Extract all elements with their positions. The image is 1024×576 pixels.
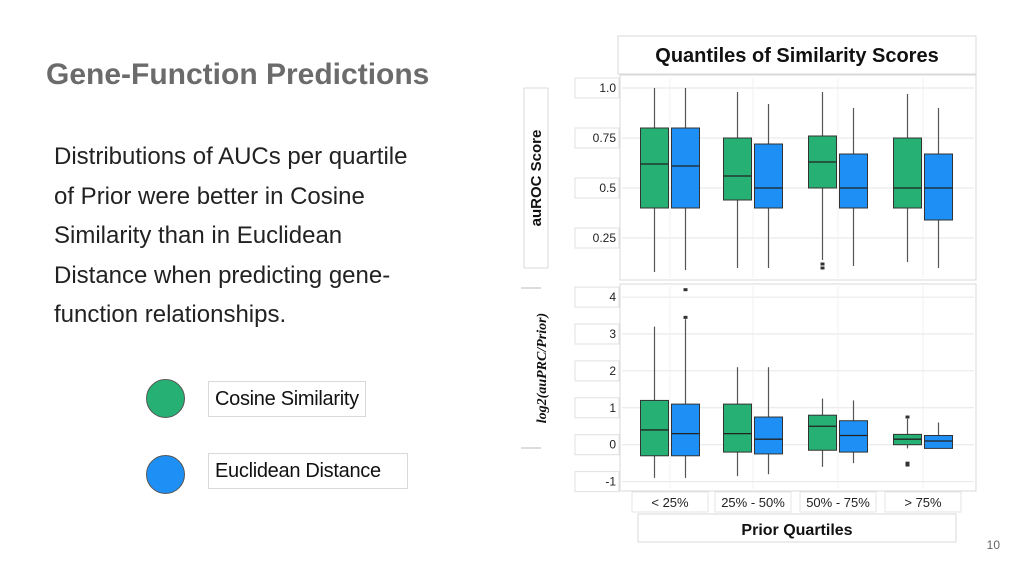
box-outlier <box>683 288 688 292</box>
y-tick-label: 2 <box>609 364 616 378</box>
legend-cosine-dot <box>146 379 185 418</box>
y-tick-box <box>574 177 620 199</box>
auprc-panel <box>619 283 977 492</box>
y-tick-label: 0.25 <box>593 231 617 245</box>
box-outlier <box>905 463 910 467</box>
y-tick-label: 1.0 <box>599 81 616 95</box>
y-tick-label: -1 <box>605 475 616 489</box>
body-line: of Prior were better in Cosine <box>54 182 365 210</box>
box-iqr <box>754 416 783 455</box>
x-tick-box <box>631 491 709 513</box>
box-iqr <box>924 153 953 221</box>
y-tick-box <box>574 434 620 456</box>
box-iqr <box>839 153 868 209</box>
box-iqr <box>723 403 752 453</box>
y-tick-label: 0 <box>609 438 616 452</box>
box-outlier <box>683 315 688 319</box>
y-tick-label: 4 <box>609 290 616 304</box>
x-tick-labels: < 25% 25% - 50% 50% - 75% > 75% <box>631 491 962 513</box>
chart-title-box <box>617 35 977 75</box>
slide-title: Gene-Function Predictions <box>46 58 430 91</box>
box-iqr <box>640 399 669 457</box>
box-outlier <box>905 415 910 419</box>
body-line: Distance when predicting gene- <box>54 261 391 289</box>
legend-cosine-label: Cosine Similarity <box>208 381 366 417</box>
box-iqr <box>754 143 783 209</box>
body-line: Similarity than in Euclidean <box>54 222 343 249</box>
box-iqr <box>924 434 953 449</box>
body-line: Distributions of AUCs per quartile <box>54 143 408 170</box>
box-iqr <box>723 137 752 201</box>
body-line: function relationships. <box>54 301 287 328</box>
y-tick-box <box>574 360 620 382</box>
auprc-grid <box>622 286 974 489</box>
box-iqr <box>839 420 868 453</box>
x-tick-box <box>884 491 962 513</box>
y-tick-box <box>574 127 620 149</box>
box-outlier <box>905 461 910 465</box>
x-tick-label: > 75% <box>904 495 942 510</box>
x-tick-box <box>799 491 877 513</box>
y-tick-label: 3 <box>609 327 616 341</box>
auprc-ylabel: log2(auPRC/Prior) <box>535 313 550 423</box>
auroc-ylabel: auROC Score <box>528 130 545 227</box>
y-tick-box <box>574 227 620 249</box>
box-outlier <box>820 266 825 270</box>
auroc-y-ticks: 0.25 0.5 0.75 1.0 <box>574 77 620 249</box>
chart-title: Quantiles of Similarity Scores <box>655 45 938 67</box>
auroc-boxes <box>640 88 953 272</box>
box-iqr <box>671 403 700 457</box>
auprc-ylabel-text: log2(auPRC/Prior) <box>535 313 550 423</box>
xlabel-box <box>637 513 957 543</box>
x-tick-label: < 25% <box>651 495 689 510</box>
box-iqr <box>808 414 837 451</box>
x-tick-label: 25% - 50% <box>721 495 785 510</box>
box-iqr <box>893 137 922 209</box>
y-tick-label: 0.75 <box>593 131 617 145</box>
auprc-y-ticks: -1 0 1 2 3 4 <box>574 286 620 493</box>
legend-euclidean-dot <box>146 455 185 494</box>
box-iqr <box>671 127 700 209</box>
slide-body-text: Distributions of AUCs per quartile of Pr… <box>54 137 494 335</box>
legend-euclidean-label: Euclidean Distance <box>208 453 408 489</box>
y-tick-box <box>574 471 620 493</box>
x-tick-label: 50% - 75% <box>806 495 870 510</box>
y-tick-box <box>574 323 620 345</box>
box-iqr <box>640 127 669 209</box>
y-tick-box <box>574 286 620 308</box>
x-axis-label: Prior Quartiles <box>741 522 852 539</box>
auroc-ylabel-box <box>523 87 549 269</box>
y-tick-label: 1 <box>609 401 616 415</box>
auprc-boxes <box>640 288 953 478</box>
x-tick-box <box>714 491 792 513</box>
y-tick-box <box>574 397 620 419</box>
page-number: 10 <box>986 538 1000 552</box>
y-tick-label: 0.5 <box>599 181 616 195</box>
y-tick-box <box>574 77 620 99</box>
box-outlier <box>820 262 825 266</box>
